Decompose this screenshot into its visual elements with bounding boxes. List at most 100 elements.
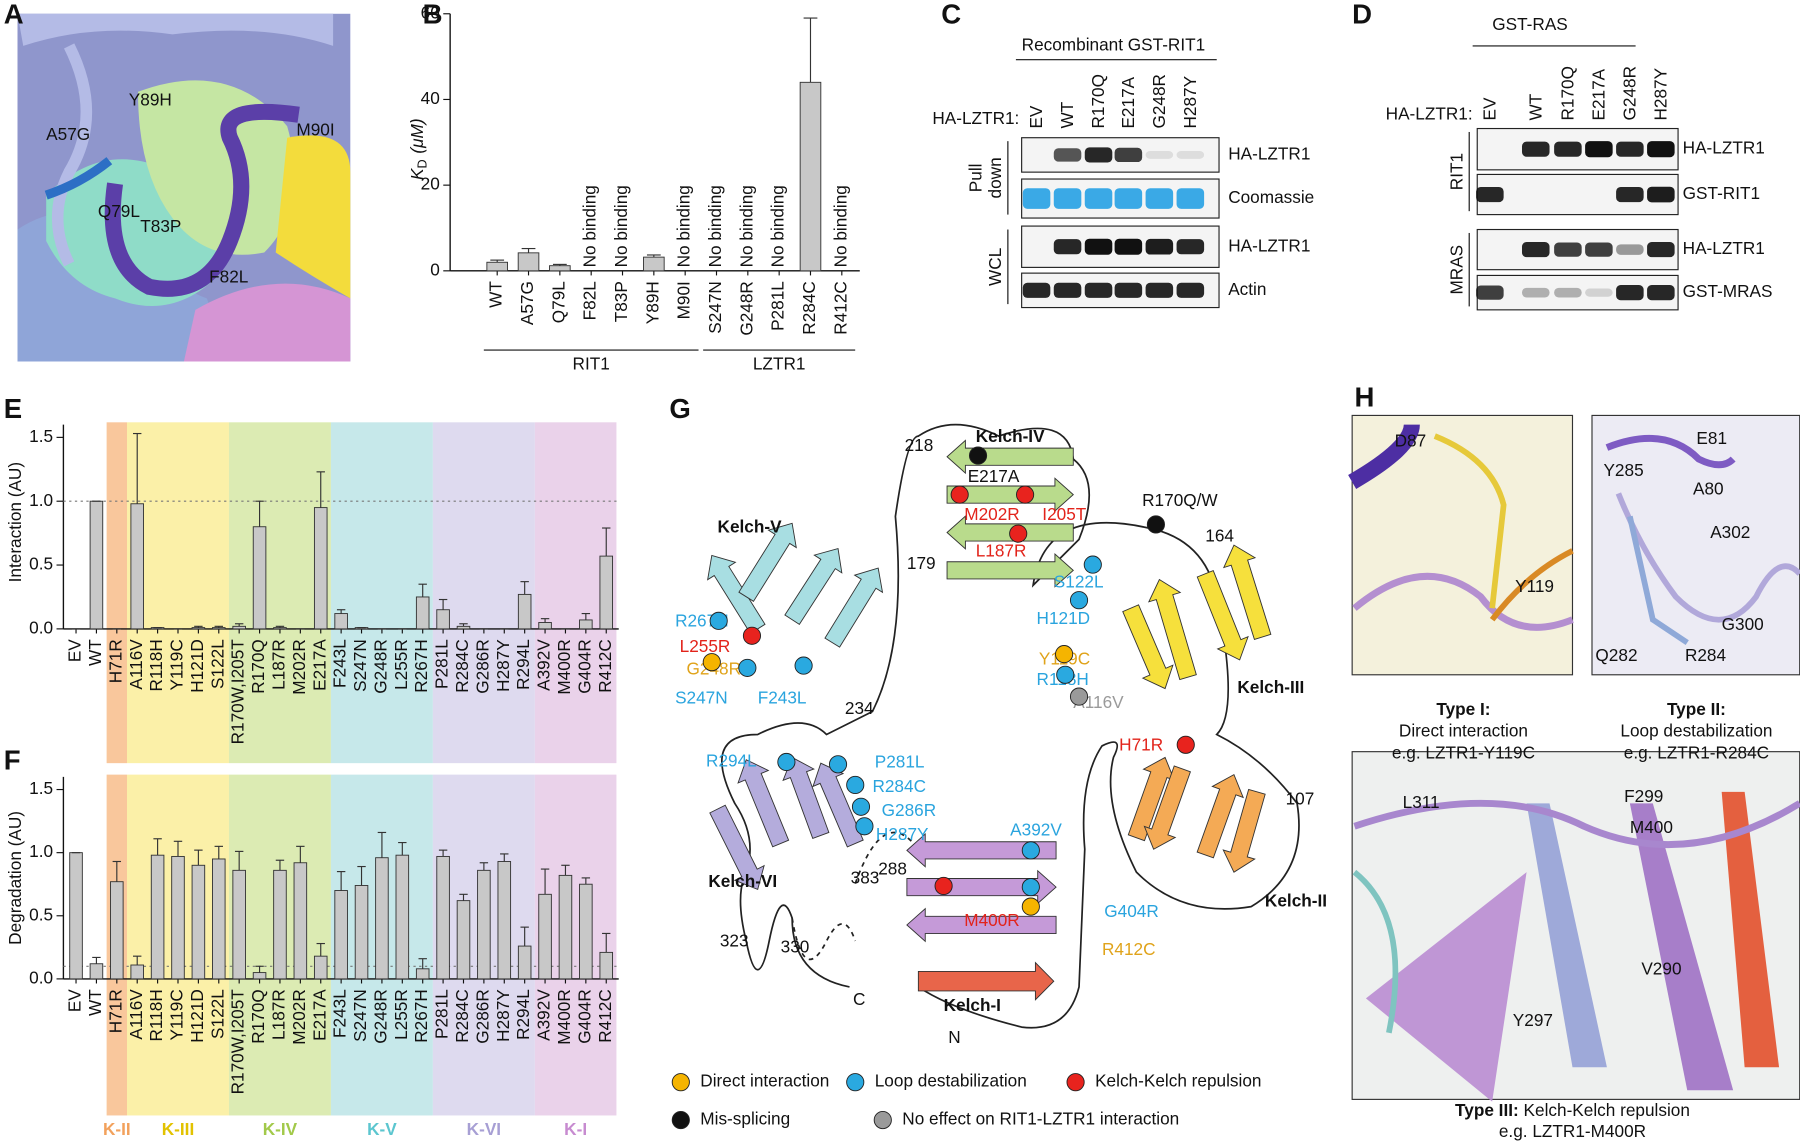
x-tick-label: R284C [452, 639, 472, 693]
panel-letter: F [4, 744, 21, 775]
y-tick-label: 0.5 [29, 904, 53, 924]
sticks [1627, 515, 1689, 646]
error-bar [275, 625, 285, 628]
band [1616, 141, 1644, 157]
y-tick-label: 1.5 [29, 778, 53, 798]
legend-label: Mis-splicing [700, 1109, 790, 1129]
x-tick-label: S247N [705, 281, 725, 334]
residue-number: 383 [851, 868, 880, 888]
error-bar [336, 871, 346, 891]
x-tick-label: H71R [105, 989, 125, 1033]
lane-label: WT [1057, 101, 1077, 128]
legend-label: Direct interaction [700, 1071, 829, 1091]
domain-name: Kelch-I [944, 995, 1001, 1015]
bar [436, 855, 450, 980]
residue-label: M400 [1630, 817, 1673, 837]
error-bar [459, 893, 468, 901]
residue-label: A302 [1710, 522, 1750, 542]
annotation: No binding [580, 185, 600, 267]
x-tick-label: T83P [611, 281, 631, 322]
y-tick-label: 0.5 [29, 554, 53, 574]
residue-label: D87 [1395, 430, 1427, 450]
x-tick-label: H121D [187, 639, 207, 693]
error-bar [490, 259, 505, 263]
residue-label: F82L [209, 266, 248, 286]
sheet [1526, 803, 1607, 1068]
mutation-label: S122L [1054, 572, 1104, 592]
y-label-subscript: D [416, 159, 430, 168]
mutation-dot [1083, 555, 1102, 574]
error-bar [803, 17, 818, 83]
panel-letter: B [423, 0, 443, 29]
band [1114, 238, 1143, 255]
annotation: No binding [705, 185, 725, 267]
bar [252, 526, 267, 630]
y-tick-label: 60 [421, 2, 440, 22]
legend-swatch [1066, 1073, 1085, 1092]
mutation-dot [968, 446, 988, 465]
legend-swatch [873, 1110, 892, 1130]
mutation-label: H121D [1037, 608, 1091, 628]
y-tick-label: 40 [421, 88, 440, 108]
error-bar [153, 838, 162, 856]
lane-label: H287Y [1651, 67, 1671, 120]
x-tick-label: R170Q [248, 639, 268, 694]
caption-heading: Type II: [1667, 699, 1726, 719]
mutation-label: M202R [964, 504, 1019, 524]
y-tick-label: 0.0 [29, 617, 53, 637]
x-tick-label: Y89H [642, 281, 662, 324]
group-label: RIT1 [1446, 153, 1466, 190]
residue-number: C [853, 989, 865, 1009]
bar [313, 955, 328, 980]
band [1554, 287, 1582, 298]
x-tick-label: G286R [472, 989, 492, 1044]
error-bar [214, 845, 223, 859]
bar [375, 857, 389, 980]
strand-arrow [946, 552, 1074, 588]
mutation-label: H287Y [876, 824, 929, 844]
caption-example: e.g. LZTR1-R284C [1624, 743, 1769, 763]
x-tick-label: R284C [799, 281, 819, 335]
band [1476, 186, 1504, 203]
group-label: RIT1 [573, 353, 610, 373]
mutation-dot [1069, 591, 1089, 610]
bar [643, 256, 665, 272]
bar [273, 869, 287, 980]
loop [1605, 435, 1736, 469]
structure-h [1348, 414, 1800, 1102]
y-tick-label: 1.5 [29, 426, 53, 446]
band [1647, 285, 1675, 301]
x-tick-label: R118H [146, 989, 166, 1041]
mutation-label: R412C [1102, 939, 1156, 959]
x-tick-label: A392V [534, 989, 554, 1041]
panel-letter: H [1354, 382, 1374, 413]
bar [69, 852, 83, 980]
domain-label: K-II [103, 1119, 131, 1139]
mutation-dot [1055, 645, 1074, 664]
mutation-label: E217A [968, 466, 1020, 486]
mutation-label: F243L [758, 687, 807, 707]
bar [110, 881, 124, 980]
strand-arrow [707, 554, 766, 635]
residue-number: 107 [1286, 788, 1315, 808]
caption-example: e.g. LZTR1-M400R [1499, 1121, 1646, 1141]
x-tick-label: L255R [391, 639, 411, 690]
x-tick-label: R170W,I205T [228, 989, 248, 1095]
error-bar [459, 623, 468, 627]
band [1084, 238, 1113, 255]
structure-a [17, 13, 351, 362]
mutation-label: I205T [1042, 504, 1086, 524]
row-label: HA-LZTR1: [1386, 103, 1473, 123]
band [1053, 239, 1082, 255]
bar [517, 593, 532, 630]
group-label: down [985, 157, 1005, 198]
error-bar [112, 860, 122, 882]
error-bar [316, 942, 325, 957]
residue-number: 323 [720, 931, 749, 951]
error-bar [255, 500, 264, 527]
mutation-label: S247N [675, 687, 728, 707]
bar [334, 890, 348, 980]
error-bar [602, 932, 611, 953]
y-axis-label: Degradation (AU) [5, 811, 25, 945]
error-bar [646, 254, 661, 258]
